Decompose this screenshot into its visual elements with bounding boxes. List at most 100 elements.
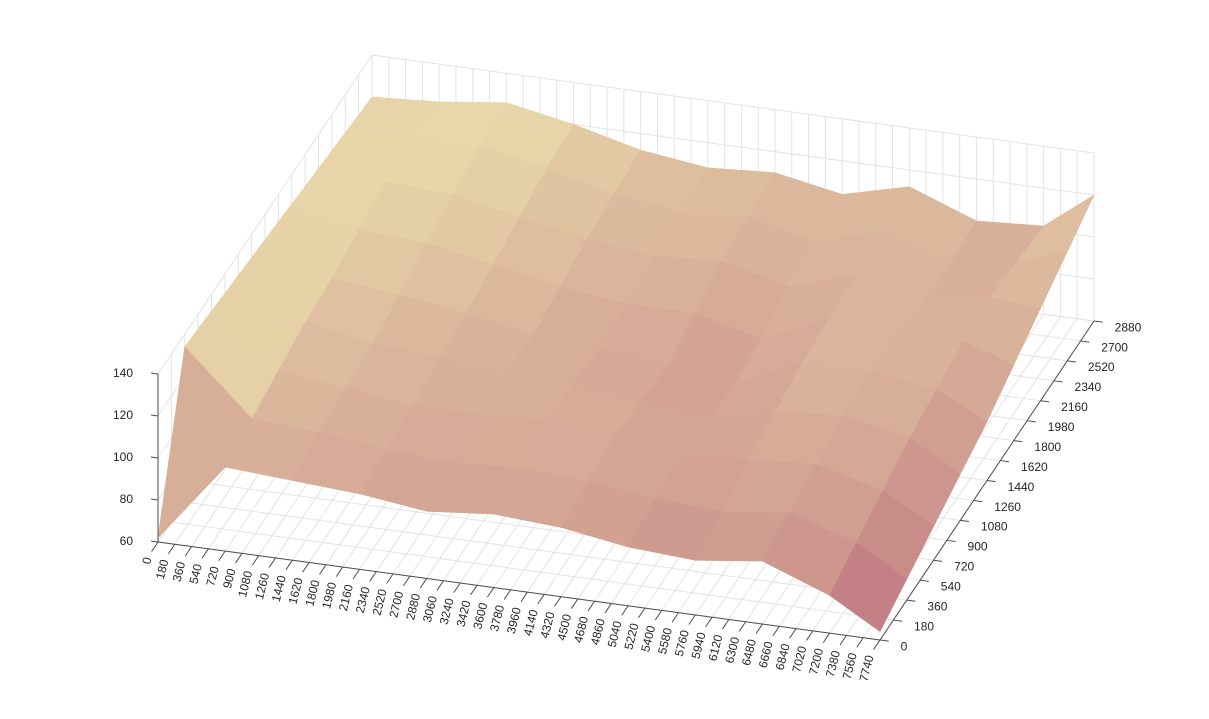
x-tick-label: 7380 [823,649,843,679]
x-tick [470,585,478,596]
y-tick [1093,320,1103,323]
x-tick [218,550,226,561]
x-tick [705,616,713,628]
z-tick [150,372,159,375]
y-tick [1013,440,1023,443]
x-tick-label: 2700 [386,590,406,620]
x-tick [873,639,881,650]
x-tick [604,603,612,614]
y-tick [1067,360,1076,363]
x-tick-label: 180 [153,558,172,581]
x-tick [722,619,730,630]
floor-grid-line [184,501,907,601]
x-tick [772,626,780,637]
x-tick [638,607,646,618]
y-tick [946,539,956,542]
y-tick-label: 540 [941,580,961,594]
x-tick [436,580,444,591]
x-tick-label: 2880 [403,592,423,622]
x-tick [251,555,260,566]
y-tick-label: 0 [901,639,908,653]
y-tick [986,480,996,483]
y-tick-label: 1980 [1048,420,1075,434]
x-tick [621,605,629,616]
x-tick [671,612,679,623]
x-tick-label: 2520 [370,587,390,617]
x-tick-label: 3060 [420,594,440,624]
y-tick-label: 2700 [1101,340,1128,354]
x-tick [403,575,411,587]
y-tick [1027,420,1036,423]
x-tick-label: 0 [139,555,154,565]
x-tick [352,569,360,580]
y-tick-label: 1440 [1008,480,1035,494]
x-tick [537,594,545,605]
x-tick-label: 2160 [336,583,356,613]
y-tick-label: 1080 [981,520,1008,534]
x-tick-label: 6840 [773,642,793,672]
x-tick [755,623,763,634]
z-tick-label: 80 [120,492,134,506]
x-tick-label: 2340 [353,585,373,615]
y-tick-label: 2520 [1088,360,1115,374]
x-tick [654,610,663,621]
x-tick [822,632,831,644]
x-tick-label: 4680 [571,615,591,645]
x-tick [235,553,243,564]
x-tick-label: 4320 [538,610,558,640]
x-tick [789,628,797,639]
y-tick-label: 1260 [994,500,1021,514]
x-tick [503,589,512,600]
side-grid-line [157,54,373,375]
z-tick-label: 100 [113,450,133,464]
y-tick [893,619,903,622]
x-tick-label: 540 [187,562,206,585]
y-tick [1040,400,1050,403]
y-tick [879,639,889,642]
x-tick [335,566,344,577]
y-tick-label: 1800 [1034,440,1061,454]
x-tick [738,621,747,632]
x-tick-label: 7020 [789,644,809,674]
surface [157,96,1095,633]
x-tick-label: 360 [170,560,189,583]
x-tick-label: 6120 [705,633,725,663]
y-tick-label: 2880 [1115,320,1142,334]
y-tick [906,599,916,602]
x-tick [839,635,847,646]
z-tick [150,414,159,417]
x-tick-label: 3600 [470,601,490,631]
y-tick-label: 1620 [1021,460,1048,474]
y-tick-label: 360 [927,599,947,613]
y-tick-label: 720 [954,560,974,574]
z-tick [150,540,159,543]
x-tick-label: 1440 [269,574,289,604]
z-tick [150,456,159,459]
x-tick-label: 6300 [722,635,742,665]
x-tick [386,573,394,584]
x-tick-label: 5580 [655,626,675,656]
x-tick [587,600,595,612]
x-tick [486,587,495,598]
x-tick-label: 5760 [672,628,692,658]
z-tick-label: 60 [120,534,134,548]
y-tick [973,499,983,503]
floor-grid-line [171,521,894,621]
x-tick-label: 1980 [319,580,339,610]
z-tick [150,498,159,501]
x-tick [285,559,293,571]
x-tick-label: 7740 [857,653,877,683]
x-tick-label: 4860 [588,617,608,647]
x-tick-label: 1800 [302,578,322,608]
x-tick-label: 7560 [840,651,860,681]
x-tick-label: 3780 [487,603,507,633]
x-tick [369,571,377,582]
x-tick-label: 5400 [638,624,658,654]
x-tick [302,562,310,573]
x-tick [570,598,579,609]
y-tick-label: 2340 [1075,380,1102,394]
x-tick-label: 5040 [605,619,625,649]
x-tick-label: 4140 [521,608,541,638]
x-tick-label: 4500 [554,612,574,642]
